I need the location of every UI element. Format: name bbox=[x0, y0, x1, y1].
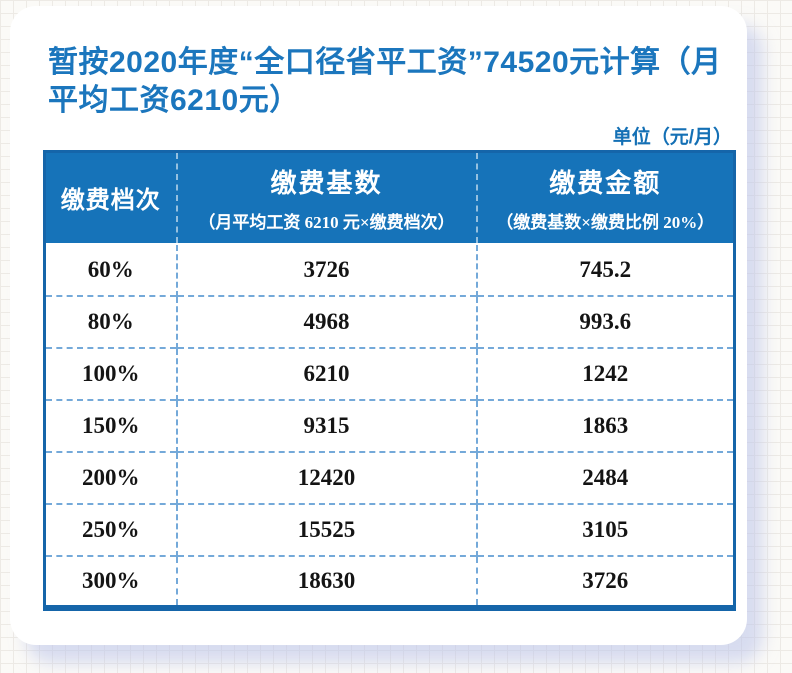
column-header-amount-label: 缴费金额 bbox=[549, 168, 662, 198]
table-body: 60% 3726 745.2 80% 4968 993.6 100% 6210 … bbox=[44, 242, 735, 608]
cell-amount: 1242 bbox=[475, 346, 735, 400]
column-header-base-formula: （月平均工资 6210 元×缴费档次） bbox=[198, 212, 455, 232]
column-header-tier: 缴费档次 bbox=[44, 151, 177, 244]
cell-amount: 3105 bbox=[475, 502, 735, 556]
cell-base: 3726 bbox=[175, 242, 477, 296]
unit-label: 单位（元/月） bbox=[612, 127, 732, 148]
cell-amount: 993.6 bbox=[475, 294, 735, 348]
cell-tier: 200% bbox=[44, 450, 177, 504]
cell-tier: 300% bbox=[44, 554, 177, 608]
cell-tier: 80% bbox=[44, 294, 177, 348]
cell-tier: 150% bbox=[44, 398, 177, 452]
column-header-tier-label: 缴费档次 bbox=[60, 188, 161, 215]
column-header-amount: 缴费金额 （缴费基数×缴费比例 20%） bbox=[475, 151, 735, 244]
contribution-table: 缴费档次 缴费基数 （月平均工资 6210 元×缴费档次） 缴费金额 （缴费基数… bbox=[43, 150, 736, 611]
table-row: 60% 3726 745.2 bbox=[44, 242, 735, 296]
page-title: 暂按2020年度“全口径省平工资”74520元计算（月平均工资6210元） bbox=[48, 46, 722, 117]
cell-base: 12420 bbox=[175, 450, 477, 504]
cell-base: 9315 bbox=[175, 398, 477, 452]
cell-tier: 250% bbox=[44, 502, 177, 556]
cell-amount: 1863 bbox=[475, 398, 735, 452]
cell-amount: 2484 bbox=[475, 450, 735, 504]
column-header-base: 缴费基数 （月平均工资 6210 元×缴费档次） bbox=[175, 151, 477, 244]
table-row: 300% 18630 3726 bbox=[44, 554, 735, 608]
cell-base: 18630 bbox=[175, 554, 477, 608]
column-header-amount-formula: （缴费基数×缴费比例 20%） bbox=[496, 212, 715, 232]
table-row: 150% 9315 1863 bbox=[44, 398, 735, 452]
table-row: 80% 4968 993.6 bbox=[44, 294, 735, 348]
cell-tier: 60% bbox=[44, 242, 177, 296]
table-row: 200% 12420 2484 bbox=[44, 450, 735, 504]
cell-tier: 100% bbox=[44, 346, 177, 400]
cell-base: 15525 bbox=[175, 502, 477, 556]
column-header-base-label: 缴费基数 bbox=[270, 168, 383, 198]
table-header: 缴费档次 缴费基数 （月平均工资 6210 元×缴费档次） 缴费金额 （缴费基数… bbox=[44, 151, 735, 244]
cell-base: 6210 bbox=[175, 346, 477, 400]
header-row: 缴费档次 缴费基数 （月平均工资 6210 元×缴费档次） 缴费金额 （缴费基数… bbox=[44, 151, 735, 244]
cell-amount: 745.2 bbox=[475, 242, 735, 296]
table-row: 100% 6210 1242 bbox=[44, 346, 735, 400]
table-row: 250% 15525 3105 bbox=[44, 502, 735, 556]
cell-base: 4968 bbox=[175, 294, 477, 348]
cell-amount: 3726 bbox=[475, 554, 735, 608]
